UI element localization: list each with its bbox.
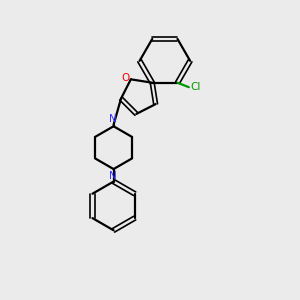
Text: Cl: Cl (191, 82, 201, 92)
Text: N: N (109, 114, 117, 124)
Text: N: N (109, 171, 117, 182)
Text: O: O (122, 73, 130, 83)
